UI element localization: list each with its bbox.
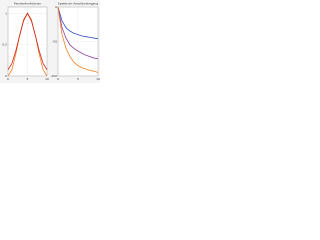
page: Fensterfunktionen 0 0.5 1 0 5 10 Spektrum Ampli… [0,0,320,83]
x-tick-label: 0 [7,77,9,81]
x-tick-label: 10 [45,77,49,81]
series-line [7,12,48,70]
y-tick-label: -100 [50,74,57,78]
x-tick-label: 0 [57,77,59,81]
x-tick-label: 5 [77,77,79,81]
series-line [57,6,99,40]
chart-title: Spektrum Amplitudengang [58,2,98,6]
x-tick-label: 5 [27,77,29,81]
x-tick-label: 10 [96,77,100,81]
y-tick-label: 0.5 [2,43,7,47]
chart-title: Fensterfunktionen [14,2,41,6]
series-line [57,6,99,60]
y-tick-label: -50 [52,40,57,44]
y-tick-label: 0 [5,74,7,78]
series-line [57,6,99,73]
y-tick-label: 1 [5,11,7,15]
y-tick-label: 0 [55,5,57,9]
